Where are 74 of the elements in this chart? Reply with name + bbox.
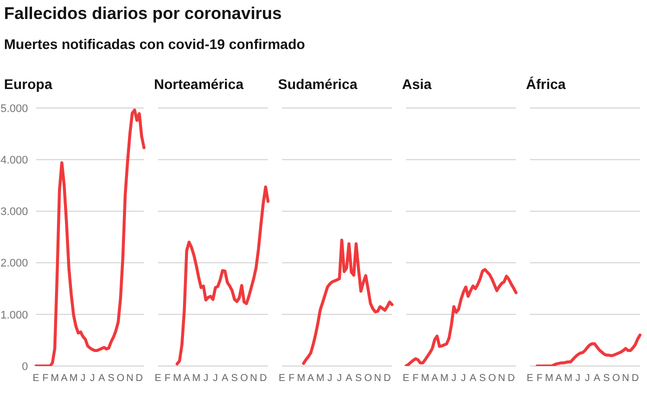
x-tick-label: M: [316, 373, 324, 384]
x-tick-label: A: [183, 373, 190, 384]
x-tick-label: M: [544, 373, 554, 384]
x-tick-label: O: [612, 373, 620, 384]
chart-title: Norteamérica: [153, 76, 245, 94]
x-tick-label: E: [526, 373, 534, 384]
y-tick-label: 5.000: [0, 102, 28, 115]
x-tick-label: A: [222, 373, 229, 384]
x-tick-label: J: [336, 373, 342, 384]
x-tick-label: N: [250, 373, 258, 384]
x-tick-label: D: [136, 373, 143, 384]
x-tick-label: A: [60, 373, 68, 384]
chart-title: Europa: [3, 76, 54, 94]
chart-title: África: [525, 76, 567, 94]
chart-title: Asia: [401, 76, 433, 94]
x-tick-label: S: [355, 373, 362, 384]
x-tick-label: D: [384, 373, 391, 384]
y-tick-label: 0: [22, 360, 28, 373]
x-tick-label: O: [116, 373, 125, 384]
x-tick-label: M: [172, 373, 182, 384]
x-tick-label: A: [346, 373, 353, 384]
x-tick-label: S: [231, 373, 238, 384]
x-tick-label: M: [440, 373, 448, 384]
y-tick-label: 2.000: [0, 258, 28, 270]
x-tick-label: M: [564, 373, 572, 384]
x-tick-label: J: [90, 373, 95, 384]
x-tick-label: A: [431, 373, 438, 384]
x-tick-label: O: [240, 373, 248, 384]
x-tick-label: D: [260, 373, 267, 384]
x-tick-label: E: [278, 373, 286, 384]
x-tick-label: A: [307, 373, 314, 384]
x-tick-label: O: [364, 373, 372, 384]
x-tick-label: A: [98, 373, 106, 384]
x-tick-label: J: [451, 373, 456, 384]
x-tick-label: E: [32, 373, 40, 384]
x-tick-label: J: [327, 373, 332, 384]
x-tick-label: J: [460, 373, 466, 384]
text: Fallecidos diarios por coronavirus: [3, 3, 283, 24]
y-tick-label: 3.000: [0, 206, 28, 218]
x-tick-label: J: [584, 373, 590, 384]
x-tick-label: N: [498, 373, 506, 384]
x-tick-label: N: [374, 373, 382, 384]
x-tick-label: A: [594, 373, 601, 384]
x-tick-label: S: [108, 373, 115, 384]
x-tick-label: M: [69, 373, 78, 384]
x-tick-label: J: [212, 373, 218, 384]
x-tick-label: F: [42, 373, 48, 384]
x-tick-label: A: [555, 373, 562, 384]
x-tick-label: E: [154, 373, 162, 384]
x-tick-label: M: [296, 373, 306, 384]
x-tick-label: N: [126, 373, 134, 384]
line-series: [34, 108, 146, 366]
x-tick-label: F: [164, 373, 171, 384]
x-tick-label: O: [488, 373, 496, 384]
x-tick-label: F: [536, 373, 543, 384]
x-tick-label: M: [420, 373, 430, 384]
x-tick-label: A: [470, 373, 477, 384]
x-tick-label: J: [203, 373, 208, 384]
x-tick-label: J: [575, 373, 580, 384]
x-tick-label: D: [632, 373, 639, 384]
x-tick-label: N: [622, 373, 630, 384]
x-tick-label: S: [603, 373, 610, 384]
x-tick-label: F: [288, 373, 295, 384]
x-tick-label: M: [50, 373, 59, 384]
x-tick-label: F: [412, 373, 419, 384]
x-tick-label: S: [479, 373, 486, 384]
x-tick-label: D: [508, 373, 515, 384]
x-tick-label: E: [402, 373, 410, 384]
x-tick-label: M: [192, 373, 200, 384]
x-tick-label: J: [80, 373, 86, 384]
y-tick-label: 1.000: [0, 309, 28, 322]
text: Muertes notificadas con covid-19 confirmado: [3, 35, 306, 52]
chart-title: Sudamérica: [277, 76, 358, 94]
y-tick-label: 4.000: [0, 154, 28, 167]
